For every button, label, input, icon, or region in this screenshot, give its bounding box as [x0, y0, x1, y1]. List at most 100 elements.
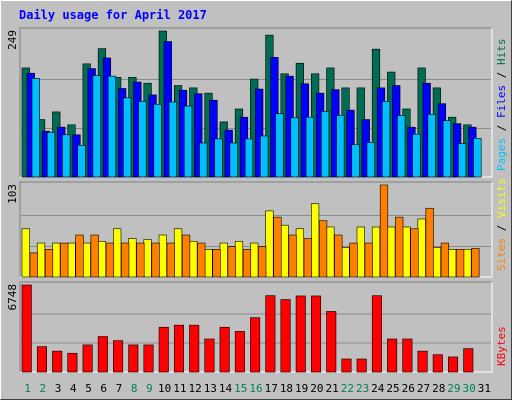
day-label: 2	[40, 382, 47, 395]
bar-sites	[379, 184, 389, 278]
series-kbytes	[21, 284, 474, 373]
series-label-part: Files	[495, 85, 508, 118]
day-label: 8	[131, 382, 138, 395]
bar-pages	[320, 111, 330, 178]
bar-pages	[381, 101, 391, 178]
day-label: 9	[146, 382, 153, 395]
bar-sites	[90, 234, 99, 278]
bar-pages	[168, 101, 177, 178]
bar-sites	[181, 234, 191, 278]
chart-title: Daily usage for April 2017	[19, 8, 207, 22]
series-label-part: Sites	[495, 238, 508, 271]
bar-kbytes	[326, 311, 337, 373]
chart-panels: 249 Pages / Files / Hits 103 Sites / Visits…	[6, 27, 508, 373]
bar-visits	[158, 234, 167, 278]
bar-sites	[227, 246, 236, 278]
day-label: 27	[417, 382, 430, 395]
day-label: 7	[116, 382, 123, 395]
bar-sites	[334, 234, 343, 278]
bar-pages	[229, 142, 238, 178]
day-label: 15	[234, 382, 247, 395]
bar-pages	[92, 75, 101, 178]
series-label-part: Pages	[495, 138, 508, 171]
bar-sites	[349, 242, 358, 278]
bar-pages	[458, 143, 467, 178]
panel-border-dark	[19, 281, 492, 372]
series-sites	[29, 184, 480, 278]
bar-visits	[52, 242, 61, 278]
bar-sites	[303, 238, 312, 278]
bar-pages	[46, 132, 56, 178]
panel-border-dark	[19, 27, 492, 177]
bar-kbytes	[432, 354, 443, 373]
bar-visits	[371, 226, 381, 278]
bar-sites	[75, 234, 84, 278]
bar-files	[194, 93, 203, 178]
bar-sites	[212, 249, 221, 278]
series-label-part: /	[495, 65, 508, 85]
day-label: 22	[341, 382, 354, 395]
bar-pages	[214, 138, 223, 178]
bar-pages	[351, 144, 360, 178]
bar-sites	[121, 242, 130, 278]
day-label: 12	[188, 382, 201, 395]
day-label: 21	[326, 382, 339, 395]
bar-pages	[77, 145, 86, 178]
bar-kbytes	[463, 348, 474, 373]
x-axis-labels: 1 2 3 4 5 6 7 8 9 10 11 12 13 14 15 16 17 18 19 20 21 22 23 24 2…	[24, 382, 491, 395]
bar-pages	[290, 117, 299, 178]
bar-sites	[60, 242, 69, 278]
bar-sites	[151, 242, 160, 278]
bar-sites	[136, 242, 145, 278]
day-label: 23	[356, 382, 369, 395]
bar-kbytes	[21, 284, 32, 373]
bar-pages	[153, 103, 162, 178]
day-label: 20	[310, 382, 323, 395]
day-label: 31	[478, 382, 491, 395]
bar-sites	[456, 249, 465, 278]
day-label: 1	[24, 382, 31, 395]
day-label: 24	[371, 382, 385, 395]
bar-visits	[310, 203, 320, 278]
bar-visits	[387, 226, 396, 278]
bar-sites	[318, 220, 328, 278]
bar-visits	[219, 242, 228, 278]
series-label: KBytes	[495, 326, 508, 366]
day-label: 17	[265, 382, 278, 395]
bar-pages	[275, 113, 284, 178]
day-label: 10	[158, 382, 171, 395]
bar-visits	[204, 249, 213, 278]
y-max-label: 249	[6, 30, 19, 50]
bar-visits	[21, 228, 30, 278]
day-label: 18	[280, 382, 293, 395]
day-label: 29	[447, 382, 460, 395]
bar-pages	[138, 101, 147, 178]
bar-pages	[442, 120, 452, 178]
bar-visits	[82, 242, 91, 278]
day-label: 5	[85, 382, 92, 395]
bar-sites	[395, 216, 404, 278]
bar-kbytes	[310, 295, 322, 373]
bar-kbytes	[113, 340, 124, 373]
bar-sites	[440, 242, 450, 278]
bar-files	[346, 109, 355, 178]
bar-sites	[197, 242, 206, 278]
bar-kbytes	[204, 338, 215, 373]
series-label: Sites / Visits	[495, 178, 508, 271]
bar-visits	[295, 228, 304, 278]
bar-sites	[29, 252, 38, 278]
bar-sites	[273, 216, 282, 278]
bar-sites	[364, 242, 373, 278]
series-label-part: /	[495, 218, 508, 238]
bar-sites	[471, 248, 480, 278]
bar-pages	[199, 142, 208, 178]
bar-kbytes	[265, 295, 276, 373]
bar-visits	[432, 247, 442, 278]
bar-kbytes	[173, 324, 184, 373]
bar-kbytes	[234, 331, 245, 373]
bar-kbytes	[189, 324, 200, 373]
bar-sites	[105, 242, 115, 278]
series-label-part: /	[495, 118, 508, 138]
bar-pages	[107, 75, 117, 178]
